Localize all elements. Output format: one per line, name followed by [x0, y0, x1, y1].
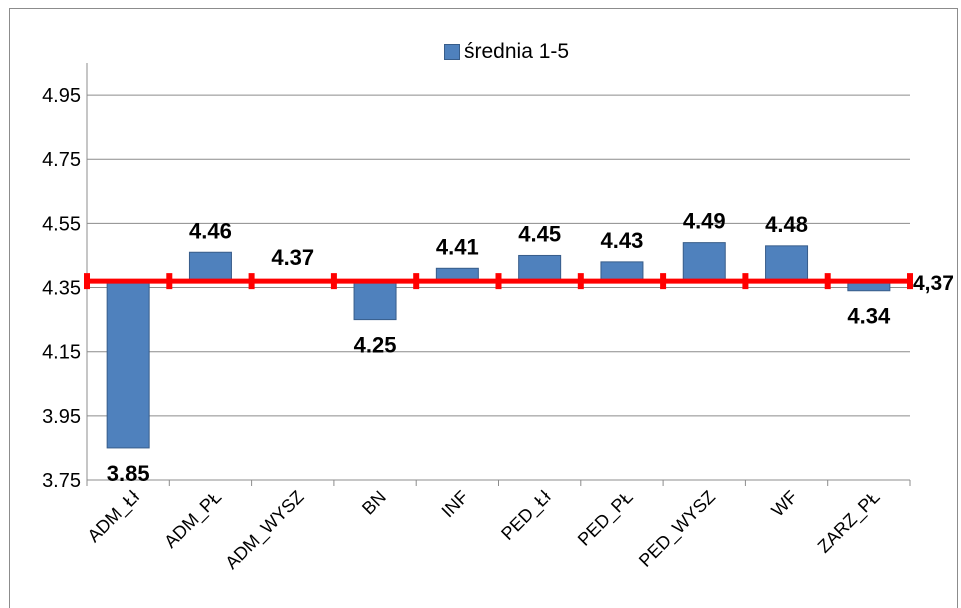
data-label: 4.34 — [847, 304, 891, 329]
data-label: 4.41 — [436, 234, 479, 259]
data-label: 4.25 — [354, 333, 397, 358]
data-label: 4.43 — [601, 228, 644, 253]
y-tick-label: 3.95 — [42, 406, 81, 428]
bar — [682, 242, 726, 282]
reference-marker — [577, 273, 584, 290]
reference-marker — [907, 273, 913, 290]
reference-marker — [166, 273, 173, 290]
x-tick-label: ADM_WYSZ — [221, 487, 308, 574]
x-tick-label: WF — [767, 487, 801, 521]
legend-label: średnia 1-5 — [464, 40, 570, 63]
y-tick-label: 4.95 — [42, 85, 81, 107]
reference-line-label: 4,37 — [913, 272, 954, 295]
reference-marker — [330, 273, 337, 290]
data-label: 4.37 — [271, 245, 314, 270]
reference-marker — [660, 273, 667, 290]
data-label: 4.45 — [518, 221, 561, 246]
bar — [600, 261, 644, 282]
bar — [765, 245, 809, 282]
x-tick-label: ADM_Łł — [84, 487, 144, 547]
bar — [188, 251, 232, 282]
bar — [106, 280, 150, 449]
x-tick-label: BN — [358, 487, 390, 519]
reference-marker — [413, 273, 420, 290]
reference-marker — [84, 273, 90, 290]
legend-swatch — [444, 44, 460, 60]
data-label: 4.46 — [189, 218, 232, 243]
y-tick-label: 4.75 — [42, 149, 81, 171]
y-tick-label: 4.15 — [42, 342, 81, 364]
data-label: 4.49 — [683, 209, 726, 234]
legend: średnia 1-5 — [444, 40, 569, 64]
x-tick-label: PED_WYSZ — [635, 487, 720, 572]
reference-marker — [248, 273, 255, 290]
bar — [353, 280, 397, 321]
reference-marker — [742, 273, 749, 290]
x-tick-label: PED_PŁ — [574, 487, 638, 551]
chart-area — [9, 8, 958, 608]
x-tick-label: ADM_PŁ — [160, 487, 226, 553]
reference-marker — [824, 273, 831, 290]
x-tick-label: INF — [438, 487, 473, 522]
bar — [518, 254, 562, 282]
y-tick-label: 4.55 — [42, 213, 81, 235]
x-tick-label: PED_Łł — [497, 487, 555, 545]
data-label: 3.85 — [107, 461, 150, 486]
y-tick-label: 3.75 — [42, 470, 81, 492]
data-label: 4.48 — [765, 212, 808, 237]
y-tick-label: 4.35 — [42, 278, 81, 300]
x-tick-label: ZARZ_PŁ — [814, 487, 885, 558]
reference-marker — [495, 273, 502, 290]
